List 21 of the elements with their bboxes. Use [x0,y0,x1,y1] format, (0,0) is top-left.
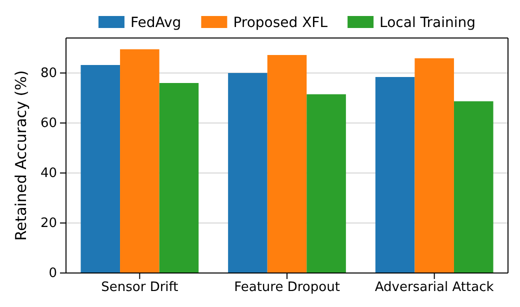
x-tick-label: Sensor Drift [101,280,178,296]
y-tick-label: 40 [40,166,57,182]
legend-label: FedAvg [130,15,182,31]
y-tick-label: 0 [48,266,57,282]
bar [120,49,160,273]
bar [414,58,454,273]
legend-label: Local Training [380,15,476,31]
bar [80,65,120,273]
bar [228,73,268,273]
y-tick-label: 80 [40,66,57,82]
bar [454,101,494,273]
bar [375,77,415,273]
x-tick-label: Feature Dropout [234,280,340,296]
y-tick-label: 60 [40,116,57,132]
legend-label: Proposed XFL [233,15,328,31]
bar [159,83,199,273]
y-axis-title: Retained Accuracy (%) [12,70,30,241]
x-tick-label: Adversarial Attack [374,280,494,296]
bar [267,55,307,273]
bar [306,94,346,273]
y-tick-label: 20 [40,216,57,232]
